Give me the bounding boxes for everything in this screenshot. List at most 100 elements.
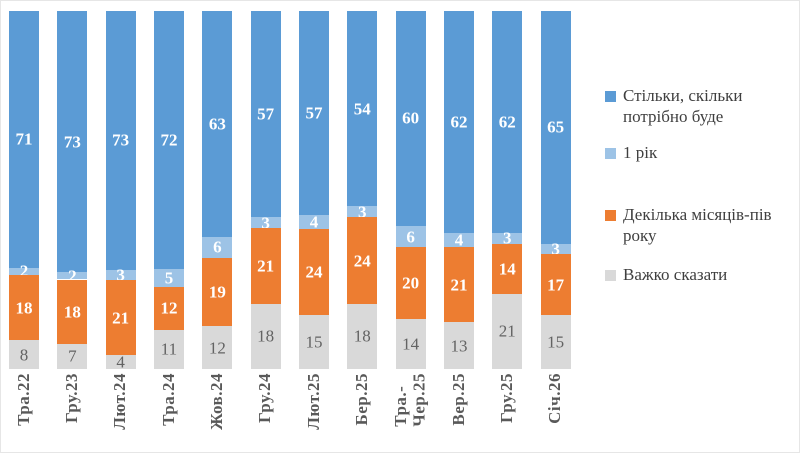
bar-segment: [492, 232, 523, 244]
bar-segment: [202, 11, 233, 237]
bar-segment: [540, 254, 571, 316]
value-label: 5: [164, 268, 174, 288]
bar-segment: [540, 315, 571, 369]
value-label: 2: [68, 266, 77, 286]
value-label: 12: [208, 338, 226, 358]
value-label: 14: [402, 334, 420, 354]
bar-segment: [492, 293, 523, 369]
value-label: 24: [305, 262, 323, 282]
bar-segment: [347, 206, 378, 218]
legend-item: 1 рік: [605, 143, 795, 164]
bar-segment: [57, 343, 88, 369]
value-label: 18: [63, 302, 81, 322]
plot-area: 71 2 18 8 Тра.22 73 2 18 7 Гру.23 73 3 21 4 Лют.24 72 5 1…: [1, 1, 601, 452]
legend: Стільки, скільки потрібно буде 1 рік Дек…: [605, 1, 799, 452]
value-label: 19: [208, 282, 226, 302]
stacked-bar: 60 6 20 14: [395, 11, 426, 369]
value-label: 21: [450, 275, 468, 295]
bar-segment: [443, 11, 474, 233]
value-label: 73: [63, 132, 81, 152]
value-label: 3: [551, 239, 560, 259]
value-label: 6: [406, 227, 415, 247]
value-label: 18: [257, 326, 275, 346]
value-label: 21: [498, 321, 516, 341]
value-label: 15: [547, 332, 565, 352]
legend-label: Важко сказати: [623, 265, 728, 284]
bar-segment: [57, 272, 88, 280]
value-label: 57: [305, 103, 323, 123]
bar-segment: [9, 274, 39, 341]
bar-segment: [105, 280, 136, 355]
stacked-bar: 57 3 21 18: [250, 11, 281, 369]
bar-segment: [202, 326, 233, 369]
legend-label: 1 рік: [623, 143, 658, 162]
stacked-bar: 63 6 19 12: [202, 11, 233, 369]
bar-segment: [298, 315, 329, 369]
bar-segment: [443, 322, 474, 369]
bar-segment: [347, 217, 378, 304]
bar-segment: [347, 303, 378, 369]
value-label: 71: [15, 129, 33, 149]
value-label: 24: [353, 251, 371, 270]
value-label: 18: [15, 298, 33, 318]
value-label: 18: [353, 326, 371, 346]
bar-segment: [250, 227, 281, 304]
legend-item: Декілька місяців-пів року: [605, 205, 795, 246]
value-label: 65: [547, 117, 565, 137]
value-label: 3: [503, 228, 512, 248]
value-label: 20: [402, 273, 420, 293]
value-label: 72: [160, 130, 178, 150]
value-label: 4: [116, 352, 125, 372]
legend-swatch: [605, 91, 616, 102]
value-label: 12: [160, 298, 178, 318]
value-label: 62: [450, 112, 468, 132]
legend-label: Декілька місяців-пів року: [623, 205, 772, 245]
bar-segment: [298, 215, 329, 230]
bar-segment: [540, 11, 571, 244]
value-label: 4: [454, 230, 464, 250]
bar-segment: [153, 268, 184, 287]
value-label: 17: [547, 275, 565, 295]
bar-segment: [250, 217, 281, 228]
bar-segment: [202, 236, 233, 258]
legend-swatch: [605, 210, 616, 221]
bar-segment: [9, 340, 39, 369]
legend-item: Важко сказати: [605, 265, 795, 286]
bar-segment: [443, 232, 474, 248]
bar-segment: [105, 354, 136, 369]
stacked-bar: 65 3 17 15: [540, 11, 571, 369]
stacked-bar: 73 2 18 7: [57, 11, 88, 369]
value-label: 11: [160, 339, 178, 359]
x-axis-label: Січ.26: [511, 373, 601, 452]
bar-segment: [395, 11, 426, 226]
value-label: 2: [19, 261, 29, 281]
bar-segment: [298, 229, 329, 316]
bar-segment: [347, 11, 378, 207]
bar-segment: [202, 258, 233, 327]
bar-segment: [9, 11, 39, 268]
stacked-bar: 57 4 24 15: [298, 11, 329, 369]
legend-swatch: [605, 148, 616, 159]
bar-segment: [153, 329, 184, 369]
value-label: 62: [498, 112, 516, 132]
value-label: 3: [261, 213, 270, 233]
value-label: 3: [116, 265, 125, 285]
bar-segment: [540, 243, 571, 255]
bar-segment: [153, 11, 184, 269]
value-label: 7: [68, 346, 77, 366]
bar-segment: [298, 11, 329, 216]
value-label: 4: [309, 212, 319, 232]
value-label: 15: [305, 332, 323, 352]
bar-segment: [395, 225, 426, 248]
bar-segment: [250, 11, 281, 218]
x-axis-label-text: Січ.26: [545, 373, 565, 424]
bar-segment: [492, 11, 523, 233]
bar-segment: [492, 243, 523, 294]
stacked-bar: 71 2 18 8: [9, 11, 39, 369]
bar-segment: [153, 286, 184, 330]
value-label: 14: [498, 259, 516, 279]
value-label: 6: [213, 237, 222, 257]
stacked-bar: 73 3 21 4: [105, 11, 136, 372]
value-label: 8: [19, 345, 29, 365]
